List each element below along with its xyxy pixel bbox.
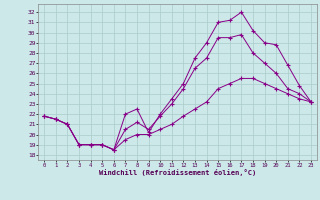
X-axis label: Windchill (Refroidissement éolien,°C): Windchill (Refroidissement éolien,°C): [99, 169, 256, 176]
